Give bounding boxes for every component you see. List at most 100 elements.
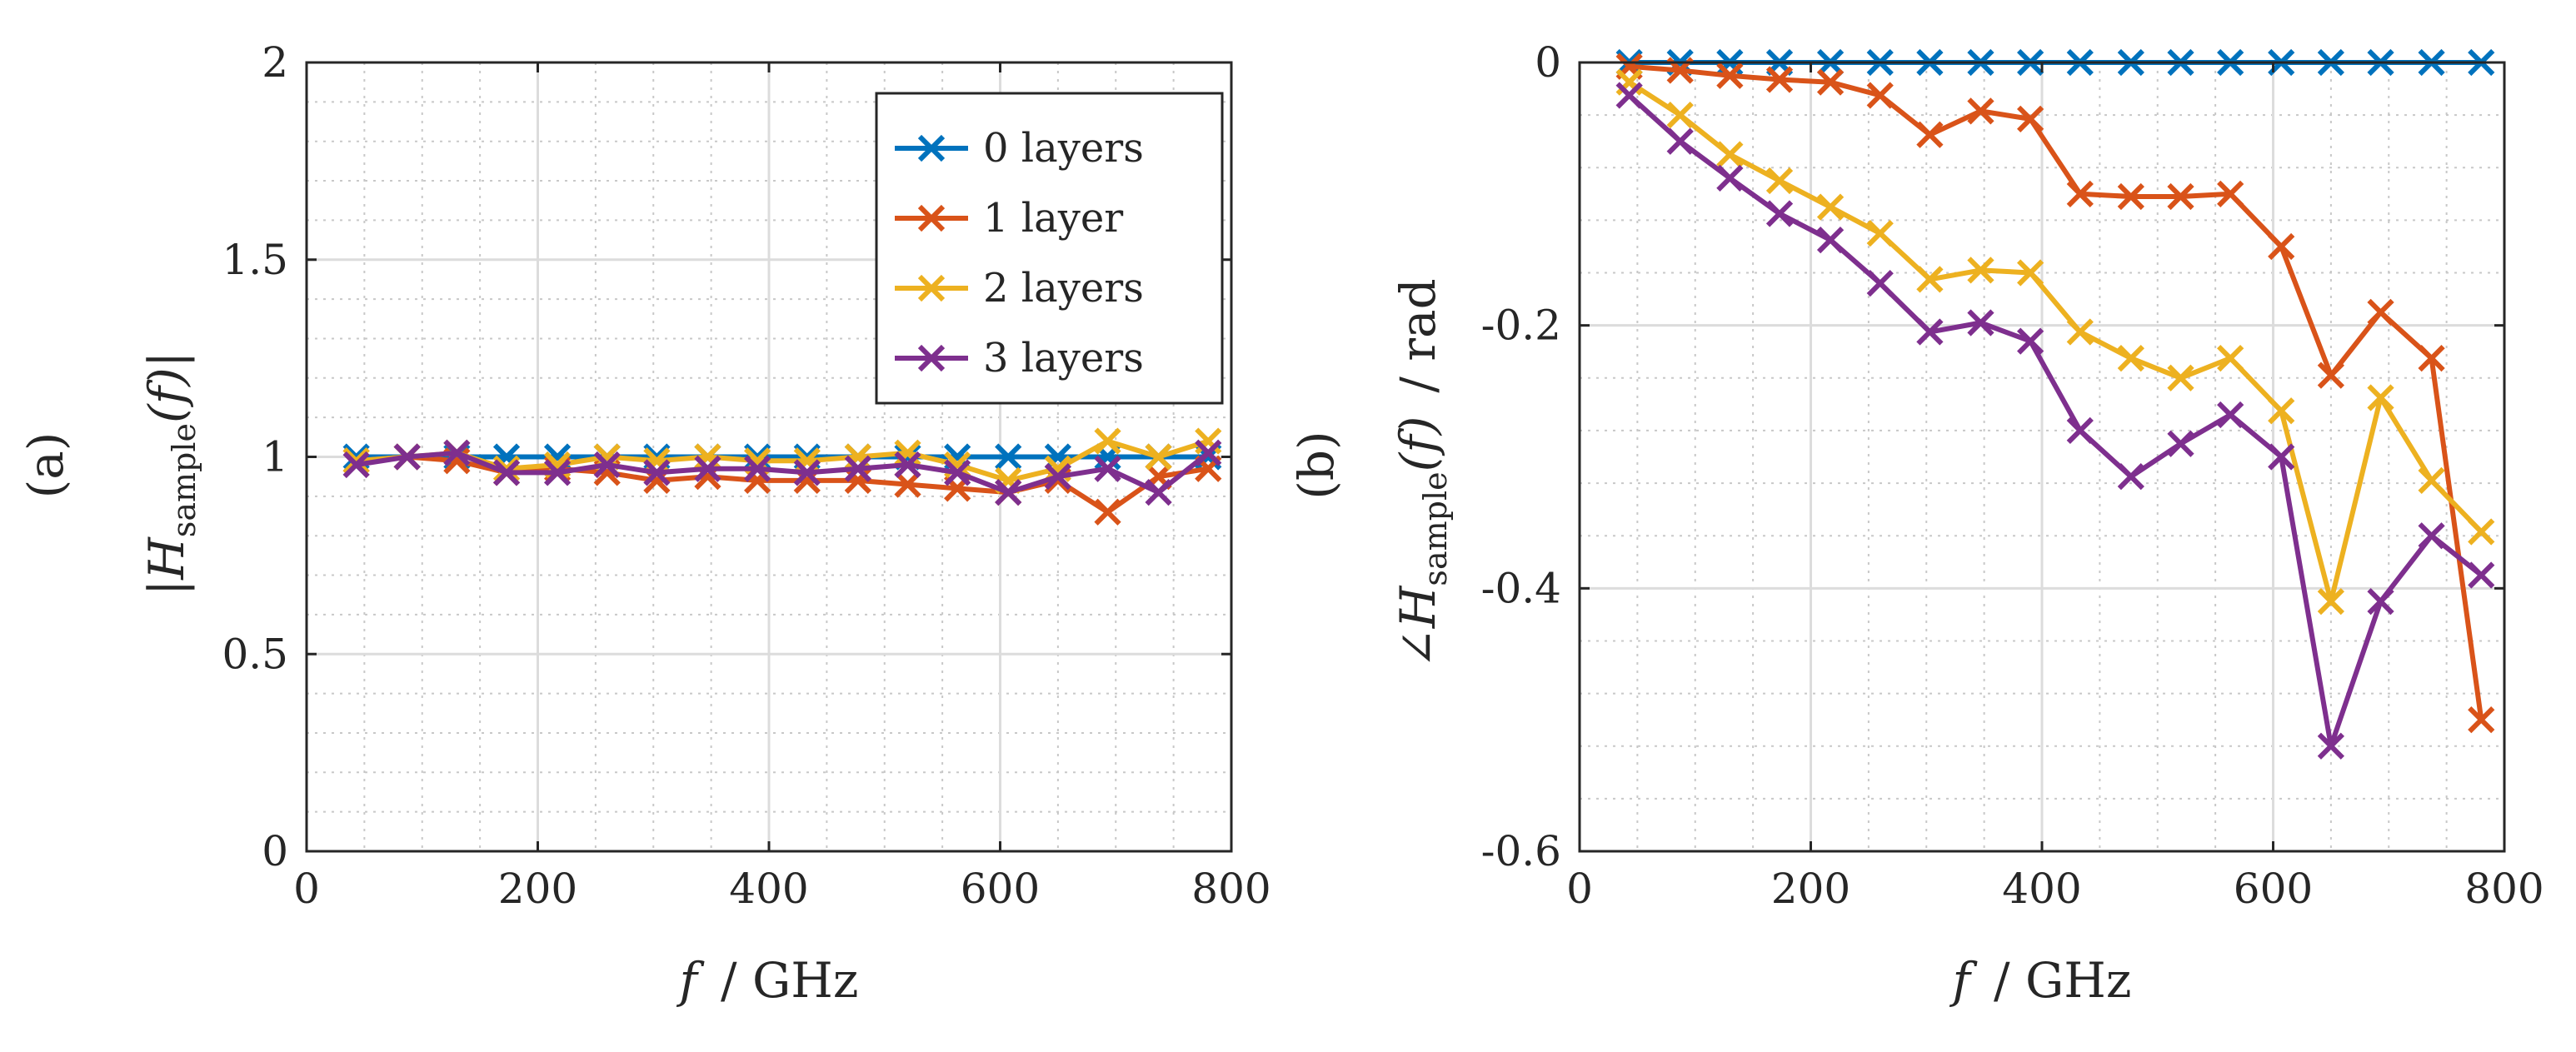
y-tick-label: -0.2 <box>1481 302 1561 350</box>
x-tick-label: 0 <box>293 865 320 913</box>
data-point <box>2268 443 2295 471</box>
data-point <box>543 455 572 482</box>
data-point <box>2268 397 2295 425</box>
x-axis-label: f / GHz <box>1949 952 2132 1009</box>
series-2-layers <box>1615 68 2495 616</box>
data-point <box>744 466 771 495</box>
series-3-layers <box>342 439 1222 506</box>
y-label-subscript: sample <box>166 423 202 537</box>
y-label-symbol: H <box>138 536 195 581</box>
data-point <box>1866 220 1894 247</box>
x-axis-symbol: f <box>1949 952 1979 1009</box>
y-tick-label: 0 <box>1535 38 1561 87</box>
data-point <box>894 471 921 498</box>
axes <box>305 61 1233 853</box>
legend-marker <box>917 344 946 372</box>
x-tick-label: 800 <box>1191 865 1271 913</box>
data-point <box>1145 443 1172 471</box>
data-point <box>1816 193 1845 221</box>
data-point <box>744 455 771 482</box>
x-axis-label: f / GHz <box>676 952 859 1009</box>
data-point <box>2317 732 2345 760</box>
data-point <box>1716 141 1744 168</box>
y-label-suffix: | <box>138 351 195 368</box>
series-line <box>1628 80 2484 605</box>
data-point <box>1816 68 1845 96</box>
x-axis-symbol: f <box>676 952 706 1009</box>
x-tick-label: 600 <box>961 865 1040 913</box>
data-point <box>844 466 871 495</box>
legend-entry: 1 layer <box>983 195 1123 242</box>
data-point <box>694 443 721 471</box>
data-point <box>2217 180 2244 207</box>
data-point <box>1916 266 1944 293</box>
data-point <box>2268 232 2295 261</box>
data-point <box>2117 345 2144 372</box>
data-point <box>1765 200 1794 227</box>
data-point <box>894 439 921 466</box>
data-point <box>2066 318 2094 346</box>
data-point <box>1094 427 1121 455</box>
y-label-arg: (f) <box>138 367 195 423</box>
legend-marker <box>917 134 946 162</box>
legend-marker <box>917 204 946 232</box>
data-point <box>744 443 771 471</box>
y-tick-label: -0.6 <box>1481 827 1561 875</box>
data-point <box>2468 518 2495 546</box>
data-point <box>2418 466 2445 495</box>
y-tick-label: -0.4 <box>1481 564 1561 612</box>
data-point <box>2066 416 2094 445</box>
data-point <box>593 451 621 479</box>
data-point <box>543 459 572 486</box>
data-point <box>1195 439 1222 466</box>
data-point <box>1765 66 1794 93</box>
data-point <box>944 459 971 486</box>
data-point <box>1666 102 1694 129</box>
data-point <box>1716 62 1744 89</box>
data-point <box>1967 97 1994 125</box>
series-line <box>356 450 1211 496</box>
data-point <box>1615 82 1643 109</box>
data-point <box>793 459 821 486</box>
series-1-layer <box>1615 52 2495 734</box>
y-tick-label: 0 <box>262 827 288 875</box>
data-point <box>1916 318 1944 346</box>
data-point <box>2418 345 2445 372</box>
y-label-subscript: sample <box>1417 471 1454 586</box>
x-tick-label: 0 <box>1566 865 1593 913</box>
data-point <box>1044 463 1072 491</box>
data-point <box>2117 463 2144 491</box>
data-point <box>1195 427 1222 455</box>
y-axis-label: |Hsample(f)| <box>138 351 202 596</box>
data-point <box>342 447 370 475</box>
data-point <box>2317 361 2345 389</box>
data-point <box>643 459 671 486</box>
data-point <box>2418 522 2445 550</box>
panel-label: (b) <box>1288 431 1345 499</box>
data-point <box>1145 478 1172 506</box>
data-point <box>2217 401 2244 429</box>
data-point <box>1094 498 1121 526</box>
data-point <box>643 447 671 475</box>
data-point <box>393 443 421 471</box>
data-point <box>995 478 1022 506</box>
data-point <box>1094 455 1121 482</box>
y-label-unit: / rad <box>1390 278 1446 392</box>
data-point <box>2066 180 2094 207</box>
series-3-layers <box>1615 82 2495 760</box>
y-axis-label: ∠Hsample(f) / rad <box>1390 278 1454 669</box>
x-tick-label: 400 <box>2002 865 2081 913</box>
data-point <box>492 455 521 482</box>
data-point <box>2167 430 2194 457</box>
x-tick-label: 800 <box>2464 865 2544 913</box>
axes <box>1578 61 2506 853</box>
x-tick-label: 200 <box>1771 865 1850 913</box>
x-tick-label: 400 <box>729 865 808 913</box>
data-point <box>1866 82 1894 109</box>
x-axis-unit: / GHz <box>1994 952 2131 1009</box>
x-axis-unit: / GHz <box>721 952 858 1009</box>
data-point <box>1967 257 1994 284</box>
data-point <box>1816 226 1845 254</box>
data-point <box>2167 364 2194 391</box>
